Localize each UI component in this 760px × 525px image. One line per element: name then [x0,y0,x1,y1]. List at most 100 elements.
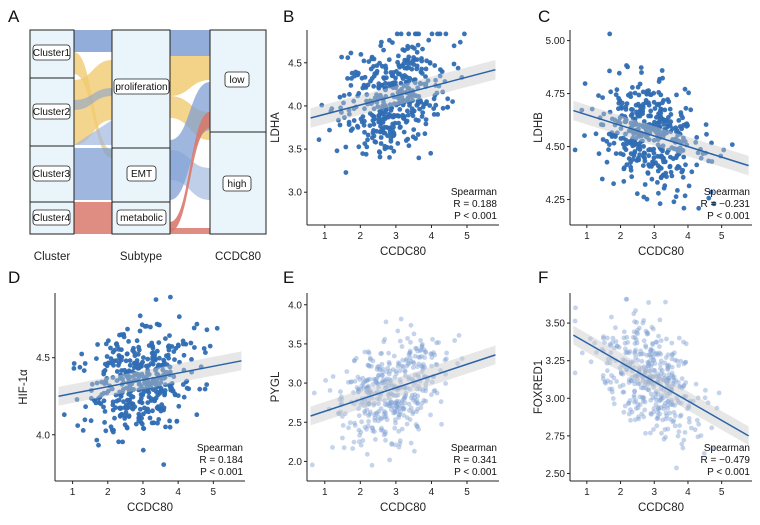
data-point [462,31,467,37]
data-point [404,385,410,391]
data-point [376,385,381,390]
data-point [369,425,375,431]
data-point [625,64,630,70]
data-point [432,93,438,98]
data-point [114,369,120,374]
data-point [434,340,439,346]
data-point [422,364,428,370]
data-point [642,370,648,375]
data-point [389,442,395,447]
data-point [443,31,449,37]
data-point [608,343,613,348]
data-point [675,164,681,169]
data-point [632,399,637,405]
data-point [141,355,146,360]
data-point [423,385,429,391]
data-point [572,370,578,376]
data-point [683,360,688,365]
data-point [404,363,410,369]
data-point [408,322,414,328]
data-point [401,61,407,67]
data-point [668,402,674,407]
data-point [616,344,622,350]
x-tick-label: 4 [175,487,181,498]
data-point [377,150,383,156]
data-point [400,357,405,363]
data-point [655,142,661,148]
data-point [406,54,412,60]
data-point [607,342,613,347]
data-point [680,445,686,451]
data-point [423,381,429,387]
axis-label-ccdc80: CCDC80 [215,251,261,263]
data-point [635,357,641,363]
x-axis-label: CCDC80 [380,246,426,258]
data-point [376,363,382,369]
data-point [665,399,671,404]
data-point [614,87,620,93]
data-point [412,353,418,359]
data-point [419,56,424,61]
data-point [655,352,661,358]
data-point [102,368,108,373]
data-point [436,340,441,345]
data-point [398,80,404,86]
data-point [129,405,134,411]
subtype-strata: proliferation EMT metabolic [111,29,171,235]
data-point [609,389,615,395]
data-point [126,339,131,344]
data-point [600,122,606,128]
data-point [145,356,151,362]
data-point [643,379,648,385]
y-tick-label: 3.0 [288,379,302,390]
data-point [607,386,613,392]
data-point [627,398,633,403]
data-point [207,343,213,349]
data-point [138,399,144,405]
data-point [135,372,141,378]
data-point [356,427,362,433]
data-point [393,442,398,448]
data-point [628,167,634,173]
x-tick-label: 5 [464,231,470,242]
data-point [393,368,399,374]
data-point [384,107,389,113]
data-point [371,83,377,89]
data-point [88,418,94,424]
low-label: low [229,75,245,86]
data-point [410,134,416,140]
data-point [656,101,662,107]
data-point [382,402,388,407]
data-point [608,89,614,95]
regression-line [573,109,749,167]
data-point [674,358,680,364]
data-point [608,350,614,356]
data-point [638,385,644,391]
data-point [136,418,142,424]
data-point [622,340,628,346]
data-point [687,419,692,425]
data-point [338,394,344,400]
data-point [632,138,637,144]
data-point [118,372,123,378]
data-point [396,113,402,119]
data-point [323,378,328,383]
data-point [662,107,668,113]
data-point [655,374,660,379]
data-point [357,433,362,438]
data-point [405,46,411,51]
data-point [131,360,137,366]
data-point [689,169,695,175]
data-point [413,117,419,123]
data-point [382,398,387,403]
data-point [648,108,654,114]
r-value: R = 0.341 [453,455,497,466]
data-point [424,99,429,104]
data-point [614,379,619,384]
data-point [636,416,641,422]
data-point [669,370,675,376]
data-point [686,405,692,410]
data-point [694,162,700,168]
data-point [451,61,457,67]
data-point [632,389,637,394]
